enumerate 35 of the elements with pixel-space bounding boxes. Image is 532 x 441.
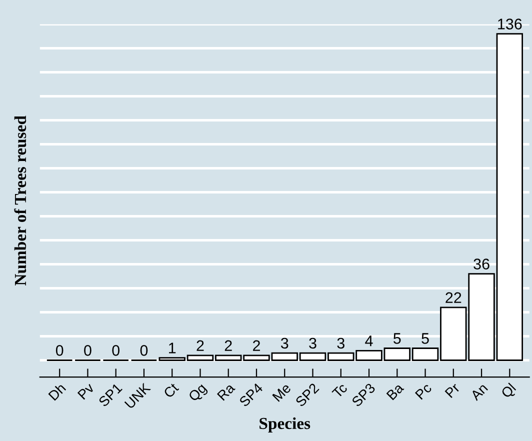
x-tick-label: Dh: [48, 382, 66, 401]
x-axis-title: Species: [260, 417, 310, 432]
data-label: 2: [224, 340, 232, 351]
x-tick-label: Pr: [444, 382, 460, 398]
x-tick-label: Ra: [216, 382, 236, 401]
data-label: 22: [446, 292, 462, 303]
x-tick-label: SP2: [294, 382, 320, 408]
x-tick-label: Ba: [386, 382, 404, 400]
x-tick-label: SP1: [98, 382, 123, 408]
data-label: 2: [196, 340, 204, 351]
data-label: 4: [365, 336, 373, 346]
x-tick-label: Ql: [500, 382, 518, 400]
x-tick-label: SP3: [351, 382, 376, 408]
data-label: 5: [422, 333, 429, 344]
data-label: 1: [169, 342, 176, 354]
data-label: 0: [84, 345, 92, 356]
x-tick-label: Qg: [188, 382, 209, 404]
data-label: 36: [474, 258, 490, 270]
x-tick-label: SP4: [238, 382, 264, 408]
data-label: 5: [394, 333, 401, 344]
x-tick-label: Ct: [163, 382, 180, 398]
x-tick-label: Tc: [332, 382, 348, 399]
x-tick-label: An: [470, 382, 488, 402]
data-label: 0: [56, 345, 64, 356]
data-label: 2: [253, 340, 260, 351]
data-label: 3: [337, 338, 344, 349]
x-tick-label: Pc: [414, 382, 432, 400]
data-label: 0: [140, 345, 148, 356]
data-label: 3: [309, 338, 316, 349]
x-tick-label: Pv: [77, 382, 95, 400]
data-label: 3: [280, 338, 288, 349]
data-label: 0: [112, 345, 120, 356]
x-tick-label: Me: [272, 382, 292, 402]
y-axis-title: Number of Trees reused: [14, 116, 26, 286]
data-label: 136: [498, 18, 522, 30]
